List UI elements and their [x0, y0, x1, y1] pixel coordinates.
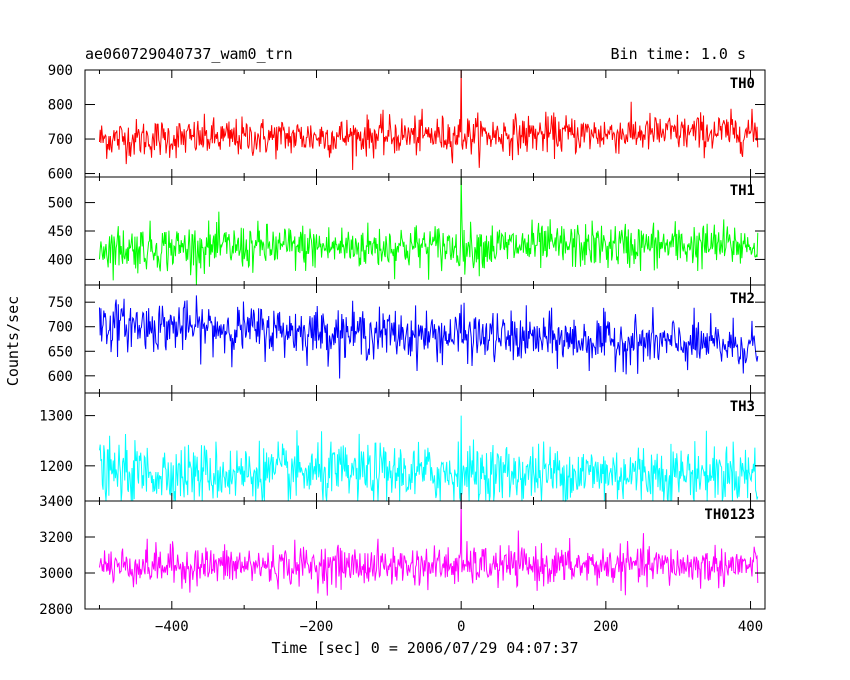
y-tick-label: 400	[48, 252, 73, 268]
series-line-th2	[98, 295, 759, 379]
y-tick-label: 3400	[39, 494, 73, 510]
y-tick-label: 600	[48, 167, 73, 183]
y-tick-label: 650	[48, 344, 73, 360]
chart-title: ae060729040737_wam0_trn	[85, 45, 293, 63]
x-tick-label: 400	[738, 619, 763, 635]
y-tick-label: 800	[48, 98, 73, 114]
panel-frame-th0123	[84, 500, 766, 610]
y-tick-label: 3200	[39, 530, 73, 546]
y-tick-label: 3000	[39, 566, 73, 582]
series-label-th0: TH0	[730, 76, 755, 92]
y-tick-label: 1200	[39, 459, 73, 475]
series-line-th0123	[98, 500, 759, 596]
panel-frame-th1	[84, 176, 766, 286]
x-tick-label: 200	[593, 619, 618, 635]
series-label-th0123: TH0123	[704, 507, 755, 523]
series-line-th1	[98, 176, 759, 286]
x-tick-label: 0	[457, 619, 465, 635]
y-tick-label: 1300	[39, 409, 73, 425]
y-tick-label: 600	[48, 369, 73, 385]
series-label-th3: TH3	[730, 399, 755, 415]
bin-time-label: Bin time: 1.0 s	[611, 45, 746, 63]
series-label-th2: TH2	[730, 291, 755, 307]
y-tick-label: 700	[48, 132, 73, 148]
y-tick-label: 750	[48, 295, 73, 311]
panels-group: 600 700 800 900 TH0 400 450 500 TH1 600 650 700 750 T…	[39, 63, 766, 635]
y-tick-label: 500	[48, 196, 73, 212]
series-label-th1: TH1	[730, 183, 755, 199]
series-line-th0	[98, 69, 759, 171]
y-axis-label: Counts/sec	[4, 296, 22, 386]
y-tick-label: 2800	[39, 602, 73, 618]
x-tick-label: −400	[155, 619, 189, 635]
y-tick-label: 900	[48, 63, 73, 79]
x-tick-label: −200	[300, 619, 334, 635]
x-axis-label: Time [sec] 0 = 2006/07/29 04:07:37	[271, 639, 578, 657]
panel-frame-th0	[84, 69, 766, 178]
y-tick-label: 450	[48, 224, 73, 240]
series-line-th3	[98, 415, 759, 503]
y-tick-label: 700	[48, 320, 73, 336]
